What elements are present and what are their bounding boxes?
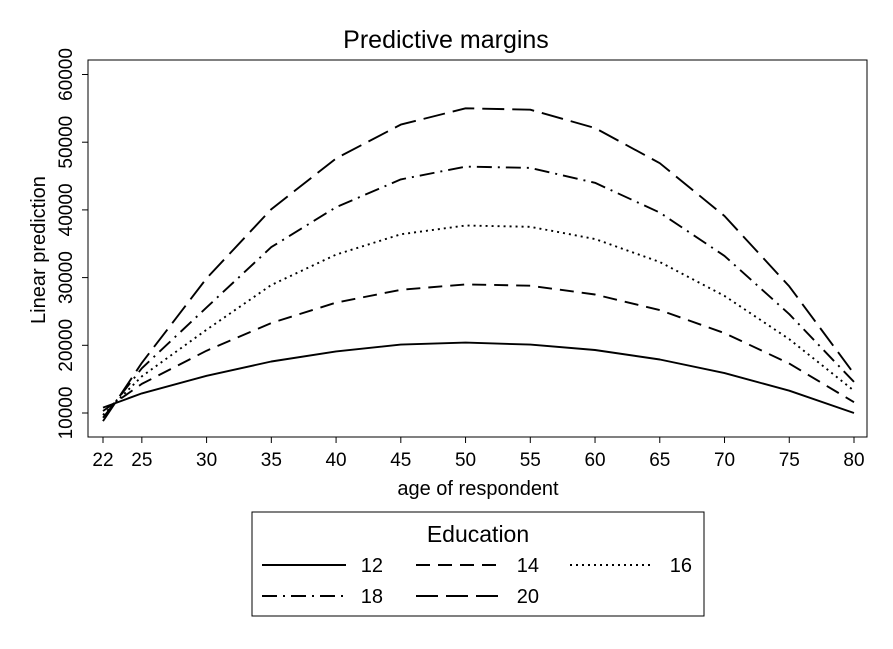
y-tick-label: 20000	[56, 319, 77, 372]
y-tick-label: 30000	[56, 251, 77, 304]
y-axis: 10000 20000 30000 40000 50000 60000	[56, 48, 88, 439]
x-axis-label: age of respondent	[397, 478, 559, 500]
x-tick-label: 75	[779, 450, 800, 471]
legend-box	[251, 511, 705, 617]
series-lines	[102, 107, 855, 422]
x-tick-label: 45	[390, 450, 411, 471]
y-axis-label: Linear prediction	[28, 176, 50, 324]
legend-label-14: 14	[517, 555, 539, 577]
chart-title: Predictive margins	[343, 26, 549, 54]
x-axis: 22 25 30 35 40 45 50 55 60 65 70 75 80	[92, 437, 865, 471]
series-line-18	[102, 165, 855, 419]
x-tick-label: 40	[325, 450, 346, 471]
series-line-14	[102, 283, 855, 412]
x-tick-label: 22	[92, 450, 113, 471]
x-tick-label: 70	[714, 450, 735, 471]
series-line-16	[102, 224, 855, 416]
y-tick-label: 10000	[56, 387, 77, 440]
x-tick-label: 65	[649, 450, 670, 471]
x-tick-label: 50	[455, 450, 476, 471]
x-tick-label: 35	[261, 450, 282, 471]
x-tick-label: 80	[843, 450, 864, 471]
x-tick-label: 30	[196, 450, 217, 471]
x-tick-label: 25	[131, 450, 152, 471]
y-tick-label: 40000	[56, 183, 77, 236]
legend-title: Education	[427, 521, 529, 547]
legend: Education 12 14 16 18 20	[251, 511, 705, 617]
legend-label-12: 12	[361, 555, 383, 577]
series-line-20	[102, 107, 855, 422]
y-tick-label: 60000	[56, 48, 77, 101]
legend-label-20: 20	[517, 586, 539, 608]
x-tick-label: 60	[584, 450, 605, 471]
series-line-12	[102, 341, 855, 414]
legend-label-16: 16	[670, 555, 692, 577]
x-tick-label: 55	[520, 450, 541, 471]
plot-frame	[87, 59, 868, 438]
y-tick-label: 50000	[56, 116, 77, 169]
legend-label-18: 18	[361, 586, 383, 608]
